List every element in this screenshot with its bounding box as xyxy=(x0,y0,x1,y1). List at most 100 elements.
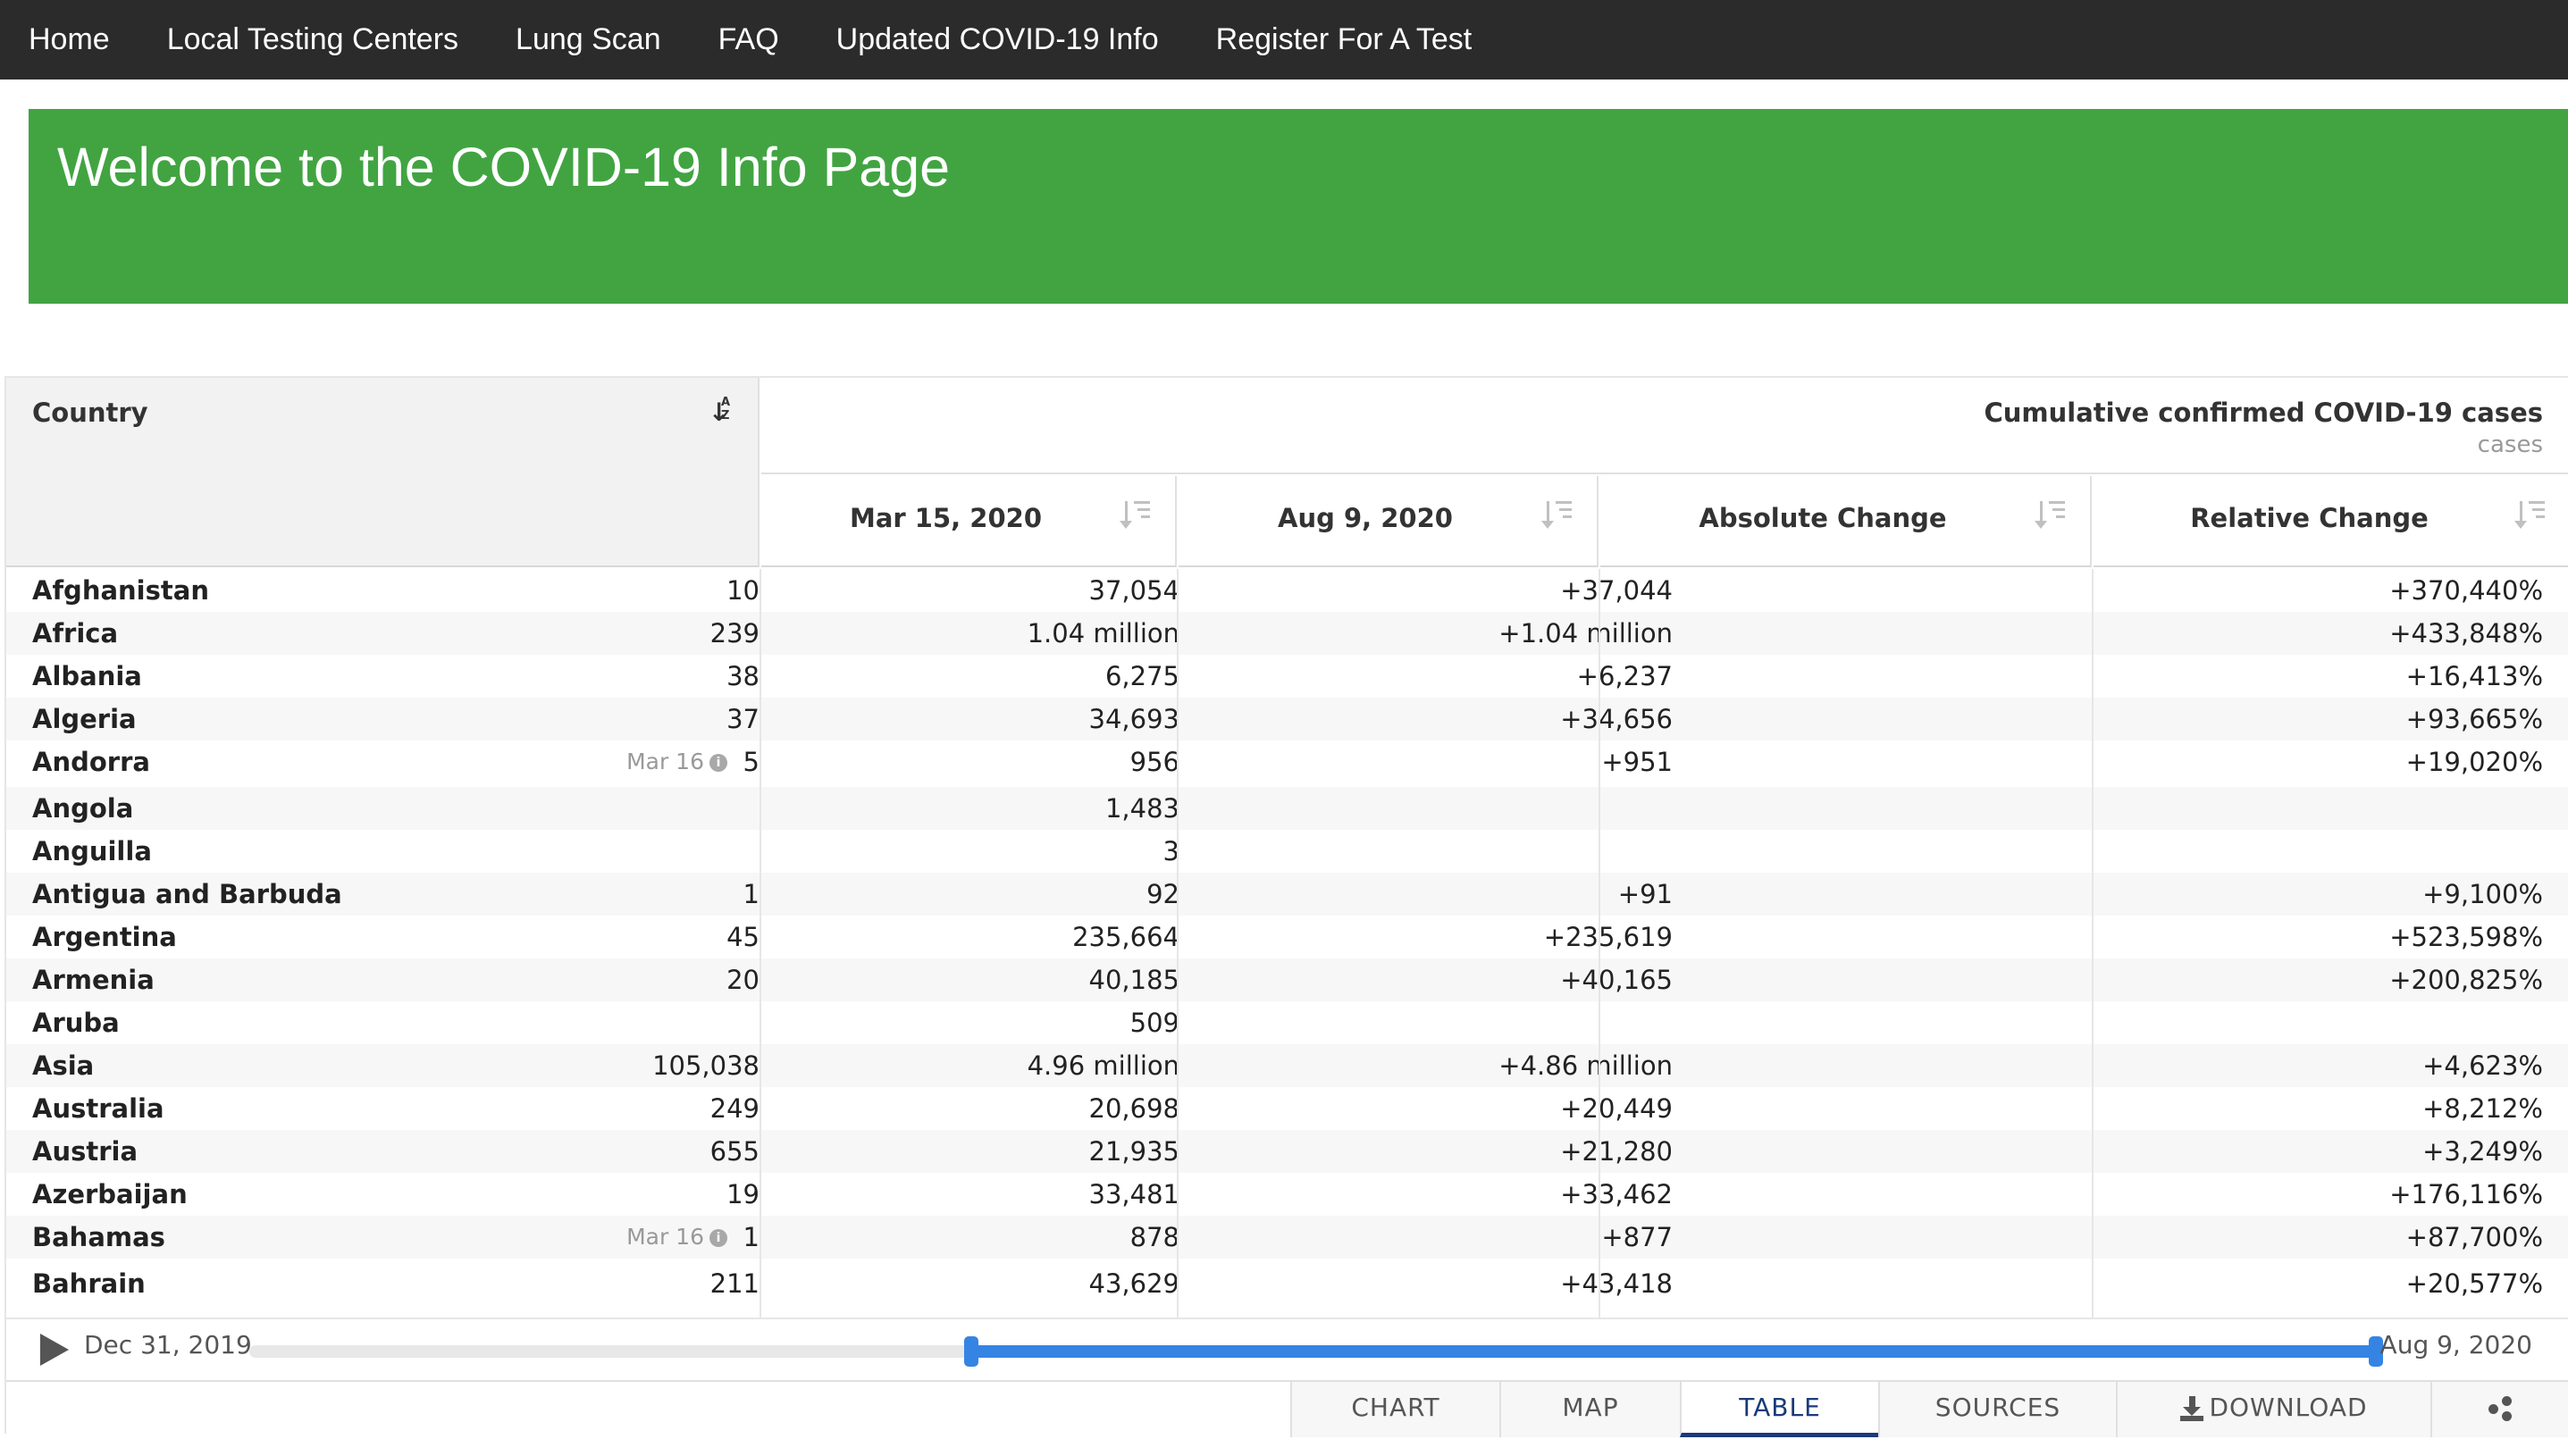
sort-icon[interactable] xyxy=(2035,498,2065,533)
row-aug-value: 43,629 xyxy=(1088,1268,1179,1299)
table-row: Afghanistan 10 37,054 +37,044 +370,440% xyxy=(6,569,2568,612)
row-aug-value: 21,935 xyxy=(1088,1136,1179,1167)
row-absolute-change: +4.86 million xyxy=(1498,1050,1673,1081)
table-row: Angola 1,483 xyxy=(6,787,2568,830)
row-country: Anguilla xyxy=(32,836,152,866)
top-nav: Home Local Testing Centers Lung Scan FAQ… xyxy=(0,0,2568,79)
nav-register-for-test[interactable]: Register For A Test xyxy=(1215,22,1473,56)
row-aug-value: 956 xyxy=(1129,747,1179,777)
row-mar-value: 655 xyxy=(709,1136,759,1167)
tab-download[interactable]: DOWNLOAD xyxy=(2116,1382,2430,1437)
row-relative-change: +16,413% xyxy=(2405,661,2543,691)
row-country: Australia xyxy=(32,1093,164,1124)
column-header-label: Aug 9, 2020 xyxy=(1278,503,1453,533)
row-mar-value: 1 xyxy=(743,879,759,909)
row-aug-value: 40,185 xyxy=(1088,965,1179,995)
indicator-title: Cumulative confirmed COVID-19 cases xyxy=(1984,397,2543,428)
sort-icon[interactable] xyxy=(2514,498,2545,533)
row-absolute-change: +20,449 xyxy=(1560,1093,1673,1124)
row-country: Angola xyxy=(32,793,134,824)
sort-icon[interactable] xyxy=(1541,498,1572,533)
row-country: Argentina xyxy=(32,922,177,952)
row-mar-value: 37 xyxy=(726,704,759,734)
table-row: Austria 655 21,935 +21,280 +3,249% xyxy=(6,1130,2568,1173)
table-row: Algeria 37 34,693 +34,656 +93,665% xyxy=(6,698,2568,741)
table-row: Antigua and Barbuda 1 92 +91 +9,100% xyxy=(6,873,2568,916)
nav-local-testing-centers[interactable]: Local Testing Centers xyxy=(166,22,459,56)
row-country: Antigua and Barbuda xyxy=(32,879,342,909)
tab-map[interactable]: MAP xyxy=(1499,1382,1680,1437)
row-relative-change: +20,577% xyxy=(2405,1268,2543,1299)
column-header-relative-change[interactable]: Relative Change xyxy=(2094,476,2568,567)
row-aug-value: 509 xyxy=(1129,1008,1179,1038)
sort-icon[interactable] xyxy=(1120,498,1150,533)
row-relative-change: +9,100% xyxy=(2422,879,2543,909)
welcome-banner: Welcome to the COVID-19 Info Page xyxy=(29,109,2568,304)
row-relative-change: +200,825% xyxy=(2389,965,2543,995)
table-row: Argentina 45 235,664 +235,619 +523,598% xyxy=(6,916,2568,958)
row-mar-value: 38 xyxy=(726,661,759,691)
row-country: Asia xyxy=(32,1050,95,1081)
share-button[interactable] xyxy=(2430,1382,2568,1437)
row-relative-change: +87,700% xyxy=(2405,1222,2543,1252)
row-relative-change: +3,249% xyxy=(2422,1136,2543,1167)
row-aug-value: 3 xyxy=(1162,836,1179,866)
row-absolute-change: +33,462 xyxy=(1560,1179,1673,1209)
tab-sources[interactable]: SOURCES xyxy=(1878,1382,2116,1437)
row-country: Bahamas xyxy=(32,1222,165,1252)
row-country: Albania xyxy=(32,661,142,691)
nav-home[interactable]: Home xyxy=(29,22,110,56)
info-icon[interactable]: i xyxy=(709,754,727,772)
play-icon[interactable] xyxy=(40,1334,69,1366)
timeline-end-handle[interactable] xyxy=(2369,1336,2383,1367)
table-row: Azerbaijan 19 33,481 +33,462 +176,116% xyxy=(6,1173,2568,1216)
tab-table[interactable]: TABLE xyxy=(1680,1382,1878,1437)
country-header-label: Country xyxy=(32,397,148,428)
timeline-start-label: Dec 31, 2019 xyxy=(84,1330,252,1360)
row-aug-value: 1.04 million xyxy=(1027,618,1179,649)
column-header-label: Absolute Change xyxy=(1699,503,1947,533)
info-icon[interactable]: i xyxy=(709,1229,727,1247)
table-row: Asia 105,038 4.96 million +4.86 million +4,6… xyxy=(6,1044,2568,1087)
row-mar-value: 1 xyxy=(743,1222,759,1252)
indicator-unit: cases xyxy=(2477,431,2543,458)
row-relative-change: +19,020% xyxy=(2405,747,2543,777)
table-row: Bahamas 1 878 +877 +87,700% Mar 16 i xyxy=(6,1216,2568,1259)
tab-chart[interactable]: CHART xyxy=(1290,1382,1499,1437)
row-aug-value: 878 xyxy=(1129,1222,1179,1252)
nav-faq[interactable]: FAQ xyxy=(718,22,779,56)
row-absolute-change: +34,656 xyxy=(1560,704,1673,734)
nav-updated-covid-info[interactable]: Updated COVID-19 Info xyxy=(835,22,1159,56)
row-country: Azerbaijan xyxy=(32,1179,188,1209)
column-header-label: Mar 15, 2020 xyxy=(849,503,1042,533)
table-row: Bahrain 211 43,629 +43,418 +20,577% xyxy=(6,1262,2568,1305)
row-absolute-change: +877 xyxy=(1601,1222,1673,1252)
row-aug-value: 33,481 xyxy=(1088,1179,1179,1209)
row-mar-value: 45 xyxy=(726,922,759,952)
row-absolute-change: +37,044 xyxy=(1560,575,1673,606)
row-aug-value: 92 xyxy=(1146,879,1179,909)
download-icon xyxy=(2180,1396,2204,1421)
timeline-start-handle[interactable] xyxy=(964,1336,978,1367)
table-row: Africa 239 1.04 million +1.04 million +433,8… xyxy=(6,612,2568,655)
row-absolute-change: +21,280 xyxy=(1560,1136,1673,1167)
table-body: Bahrain 211 43,629 +43,418 +20,577% Bahamas 1 8… xyxy=(6,569,2568,1318)
row-country: Andorra xyxy=(32,747,150,777)
column-header-mar-15[interactable]: Mar 15, 2020 xyxy=(761,476,1177,567)
row-mar-value: 105,038 xyxy=(652,1050,759,1081)
table-row: Anguilla 3 xyxy=(6,830,2568,873)
row-absolute-change: +91 xyxy=(1617,879,1673,909)
column-group-header: Cumulative confirmed COVID-19 cases case… xyxy=(761,378,2568,474)
row-country: Africa xyxy=(32,618,119,649)
row-country: Armenia xyxy=(32,965,155,995)
row-relative-change: +176,116% xyxy=(2389,1179,2543,1209)
nav-lung-scan[interactable]: Lung Scan xyxy=(516,22,661,56)
row-country: Austria xyxy=(32,1136,138,1167)
row-aug-value: 6,275 xyxy=(1104,661,1179,691)
row-mar-value: 10 xyxy=(726,575,759,606)
column-header-absolute-change[interactable]: Absolute Change xyxy=(1600,476,2092,567)
column-header-aug-9[interactable]: Aug 9, 2020 xyxy=(1179,476,1599,567)
table-row: Armenia 20 40,185 +40,165 +200,825% xyxy=(6,958,2568,1001)
